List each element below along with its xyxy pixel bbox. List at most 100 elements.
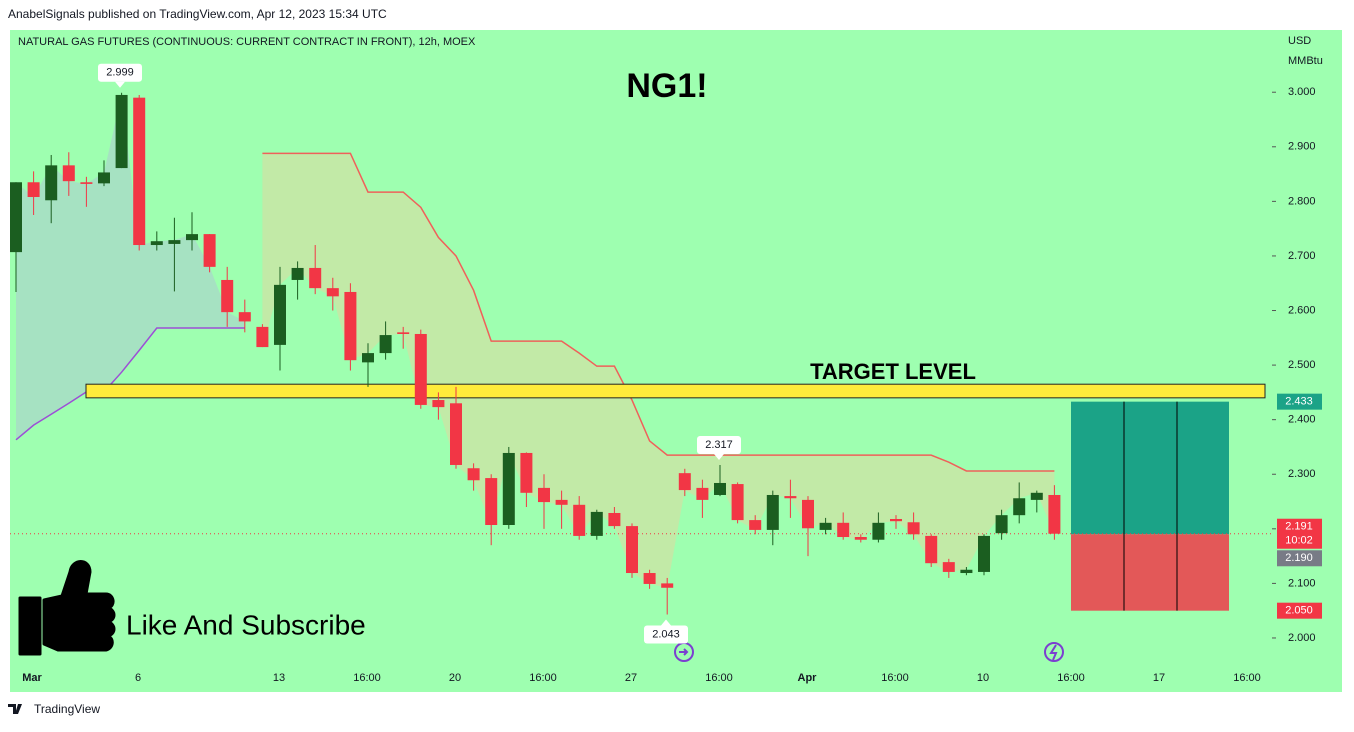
candle-body bbox=[326, 288, 339, 297]
x-tick-label: 16:00 bbox=[1233, 672, 1261, 684]
candle-body bbox=[766, 494, 779, 530]
annotation: TARGET LEVEL bbox=[810, 359, 976, 384]
candle-body bbox=[854, 537, 867, 540]
countdown: 10:02 bbox=[1285, 535, 1313, 547]
candle-body bbox=[802, 499, 814, 529]
callout-pointer bbox=[714, 453, 724, 460]
x-tick-label: 17 bbox=[1153, 672, 1165, 684]
y-tick-label: 2.400 bbox=[1288, 414, 1316, 426]
callout-box bbox=[697, 435, 741, 454]
y-tick-label: 2.500 bbox=[1288, 359, 1316, 371]
target-band bbox=[85, 383, 1266, 399]
candle-body bbox=[27, 182, 40, 198]
candle-body bbox=[626, 526, 638, 574]
candle-body bbox=[731, 484, 744, 521]
candle-body bbox=[538, 487, 550, 503]
candle-body bbox=[203, 234, 216, 267]
x-tick-label: Mar bbox=[22, 672, 42, 684]
profit-zone bbox=[1071, 401, 1229, 535]
indicator-line bbox=[262, 152, 1055, 472]
publisher: AnabelSignals published on TradingView.c… bbox=[8, 7, 387, 21]
candle-body bbox=[696, 487, 709, 500]
x-tick-label: 16:00 bbox=[1057, 672, 1085, 684]
indicator-area bbox=[262, 153, 1055, 588]
x-tick-label: 16:00 bbox=[353, 672, 381, 684]
unit: MMBtu bbox=[1288, 55, 1323, 67]
candle-body bbox=[590, 511, 603, 536]
y-tick-label: 3.000 bbox=[1288, 86, 1316, 98]
price-tag-label: 2.050 bbox=[1285, 605, 1313, 617]
candle-body bbox=[414, 333, 427, 405]
loss-zone bbox=[1071, 534, 1229, 611]
candle-body bbox=[1013, 498, 1026, 516]
candle-body bbox=[907, 522, 920, 535]
candle-body bbox=[872, 522, 885, 540]
thumb-icon bbox=[18, 560, 116, 656]
candle-body bbox=[450, 403, 462, 465]
chart-title: NG1! bbox=[626, 67, 707, 105]
candle-body bbox=[256, 326, 269, 348]
candle-body bbox=[45, 165, 58, 201]
candle-body bbox=[80, 182, 93, 184]
event-arrow bbox=[679, 648, 689, 656]
price-tag-label: 2.191 bbox=[1285, 521, 1313, 533]
candle-body bbox=[925, 535, 938, 564]
candle-body bbox=[397, 332, 410, 334]
price-tag bbox=[1277, 602, 1322, 619]
candle-body bbox=[362, 353, 374, 363]
candle-body bbox=[555, 499, 568, 505]
candle-body bbox=[186, 234, 198, 241]
x-tick-label: 13 bbox=[273, 672, 285, 684]
candle-body bbox=[995, 515, 1008, 534]
candle-body bbox=[379, 335, 392, 354]
price-tag-label: 2.433 bbox=[1285, 396, 1313, 408]
candle-body bbox=[890, 518, 902, 522]
brand-logo bbox=[8, 704, 22, 714]
candle-body bbox=[467, 468, 480, 481]
candle-body bbox=[274, 284, 286, 345]
brand: TradingView bbox=[34, 702, 100, 716]
candle-body bbox=[1030, 492, 1043, 500]
x-tick-label: 6 bbox=[135, 672, 141, 684]
candle-body bbox=[520, 452, 533, 493]
candle-body bbox=[485, 478, 498, 525]
candle-body bbox=[62, 165, 75, 182]
candle-body bbox=[10, 182, 22, 253]
candle-body bbox=[960, 569, 973, 574]
currency: USD bbox=[1288, 35, 1311, 47]
candle-body bbox=[784, 496, 797, 499]
candle-body bbox=[942, 562, 955, 572]
candle-body bbox=[115, 94, 128, 169]
price-tag-label: 2.190 bbox=[1285, 552, 1313, 564]
callout-label: 2.999 bbox=[106, 67, 134, 79]
event-icon bbox=[1044, 642, 1064, 662]
promo: Like And Subscribe bbox=[126, 609, 366, 640]
footer: TradingView bbox=[8, 702, 100, 716]
callout-box bbox=[98, 63, 142, 82]
candle-body bbox=[98, 172, 110, 184]
callout-label: 2.317 bbox=[705, 439, 733, 451]
x-tick-label: 16:00 bbox=[705, 672, 733, 684]
subtitle: NATURAL GAS FUTURES (CONTINUOUS: CURRENT… bbox=[18, 36, 476, 48]
callout-pointer bbox=[661, 619, 671, 626]
candle-body bbox=[291, 267, 304, 280]
price-tag bbox=[1277, 550, 1322, 567]
x-tick-label: 10 bbox=[977, 672, 989, 684]
price-tag bbox=[1277, 393, 1322, 410]
candle-body bbox=[678, 473, 691, 491]
candle-body bbox=[150, 241, 163, 246]
indicator-area bbox=[16, 94, 245, 440]
candle-body bbox=[643, 573, 656, 584]
y-tick-label: 2.700 bbox=[1288, 250, 1316, 262]
y-tick-label: 2.800 bbox=[1288, 195, 1316, 207]
x-tick-label: 16:00 bbox=[881, 672, 909, 684]
candle-body bbox=[309, 267, 322, 289]
event-bolt bbox=[1049, 644, 1058, 661]
candle-body bbox=[837, 522, 850, 538]
candle-body bbox=[749, 520, 762, 530]
candle-body bbox=[238, 312, 251, 322]
candle-body bbox=[344, 291, 357, 361]
x-tick-label: 16:00 bbox=[529, 672, 557, 684]
candle-body bbox=[1048, 494, 1061, 534]
callout-label: 2.043 bbox=[652, 628, 680, 640]
